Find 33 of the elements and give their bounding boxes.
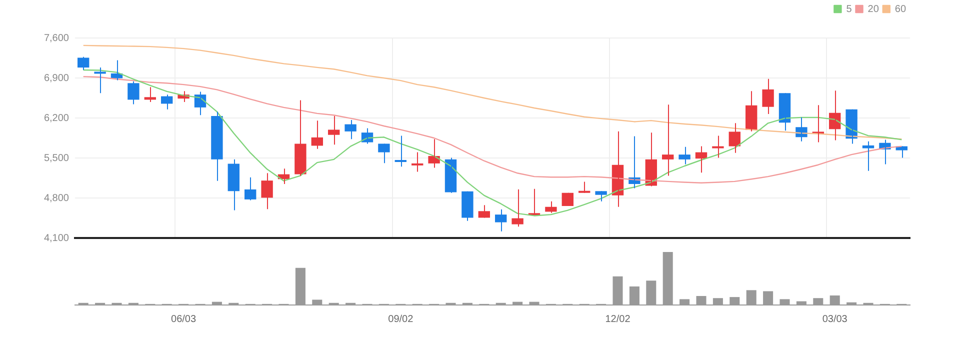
- candlestick: [294, 100, 306, 176]
- candlestick: [94, 67, 106, 94]
- y-tick-label: 5,500: [44, 152, 70, 164]
- candlestick: [495, 208, 507, 232]
- candlestick: [678, 146, 690, 165]
- candlestick: [762, 78, 774, 114]
- legend-label: 20: [868, 4, 880, 15]
- x-tick-label: 12/02: [605, 314, 631, 325]
- x-tick-label: 03/03: [822, 314, 848, 325]
- y-tick-label: 4,800: [44, 192, 70, 204]
- y-tick-label: 4,100: [44, 232, 70, 244]
- legend-label: 5: [846, 4, 852, 15]
- candlestick: [378, 143, 390, 164]
- candlestick: [211, 111, 223, 182]
- candlestick: [261, 172, 273, 210]
- candlestick: [595, 190, 607, 202]
- candlestick: [712, 135, 724, 158]
- candlestick: [862, 140, 874, 172]
- y-tick-label: 6,200: [44, 112, 70, 124]
- candlestick: [78, 56, 90, 70]
- x-tick-label: 09/02: [388, 314, 414, 325]
- candlestick: [662, 104, 674, 176]
- y-tick-label: 7,600: [44, 32, 70, 44]
- x-tick-label: 06/03: [171, 314, 196, 325]
- y-tick-label: 6,900: [44, 72, 70, 84]
- candlestick: [512, 188, 524, 228]
- candlestick: [462, 190, 474, 222]
- candlestick: [128, 80, 140, 105]
- candlestick: [244, 176, 256, 201]
- candlestick: [344, 120, 356, 140]
- candlestick: [228, 158, 240, 211]
- legend-label: 60: [894, 4, 906, 15]
- candlestick: [328, 116, 340, 146]
